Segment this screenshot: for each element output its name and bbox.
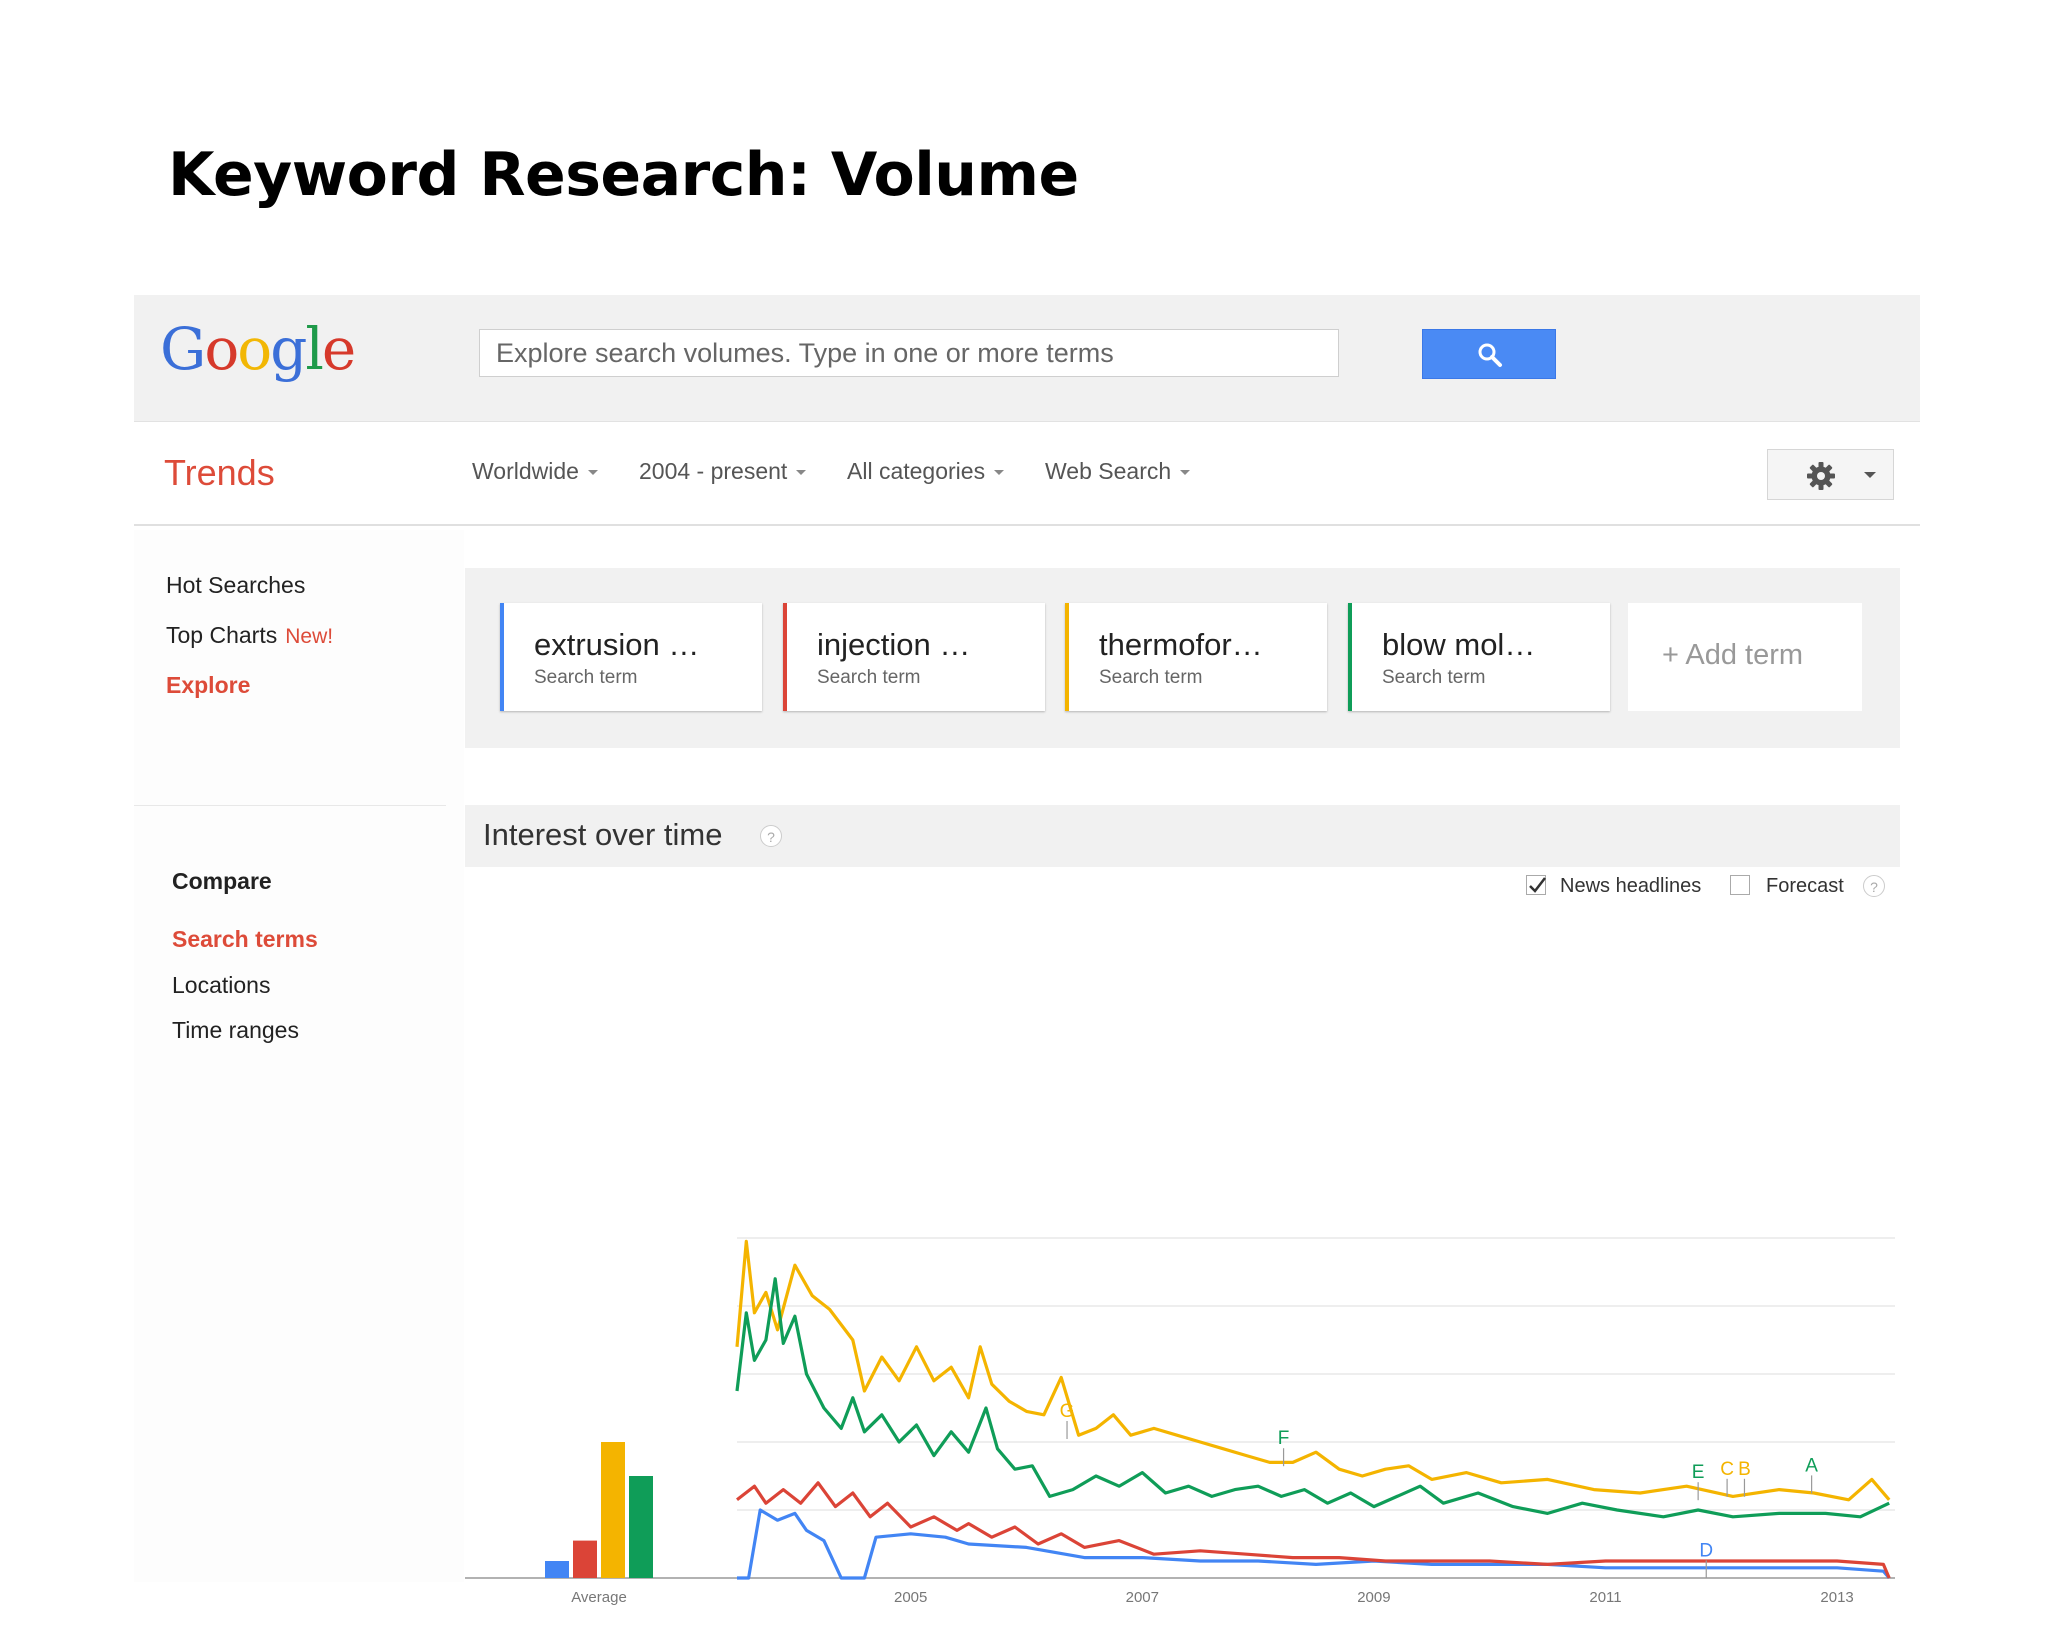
checkmark-icon [1529, 877, 1546, 893]
chevron-down-icon [1864, 472, 1876, 478]
interest-over-time-header: Interest over time ? [465, 805, 1900, 867]
filter-category-label: All categories [847, 458, 986, 484]
settings-button[interactable] [1767, 449, 1894, 500]
sidebar-item-top-charts[interactable]: Top Charts New! [166, 622, 333, 649]
sidebar-item-hot-searches[interactable]: Hot Searches [166, 572, 306, 598]
google-trends-app: Google Trends Worldwide 2004 - present A… [134, 295, 1920, 1606]
trends-brand[interactable]: Trends [164, 452, 275, 493]
x-tick-label: 2009 [1357, 1589, 1390, 1606]
forecast-checkbox[interactable] [1730, 875, 1750, 895]
search-input[interactable] [479, 329, 1339, 377]
term-subtitle: Search term [817, 667, 921, 688]
sidebar-item-top-charts-label: Top Charts [166, 622, 278, 648]
sidebar-item-search-terms[interactable]: Search terms [172, 926, 318, 952]
term-card[interactable]: extrusion … Search term [500, 603, 762, 711]
interest-over-time-title: Interest over time [483, 817, 723, 852]
logo-letter: l [305, 315, 324, 383]
sidebar: Hot Searches Top Charts New! Explore Comp… [134, 530, 464, 1582]
logo-letter: e [321, 315, 356, 383]
term-name: thermofor… [1099, 627, 1263, 662]
x-tick-label: 2013 [1820, 1589, 1853, 1606]
filter-time-range-label: 2004 - present [639, 458, 788, 484]
top-bar: Google [134, 295, 1920, 422]
chevron-down-icon [587, 470, 598, 476]
logo-letter: g [270, 315, 307, 383]
news-headlines-checkbox[interactable] [1526, 875, 1546, 895]
interest-chart: Average 2005 2007 2009 2011 2013 G F E C B A D [465, 1237, 1895, 1606]
term-subtitle: Search term [1099, 667, 1203, 688]
search-icon [1478, 343, 1502, 367]
term-card[interactable]: blow mol… Search term [1348, 603, 1610, 711]
filter-region[interactable]: Worldwide [472, 458, 598, 485]
annotation-label: G [1060, 1401, 1075, 1422]
term-subtitle: Search term [1382, 667, 1486, 688]
series-line [736, 1481, 1891, 1579]
average-bar [573, 1540, 597, 1578]
slide-title: Keyword Research: Volume [168, 140, 1079, 210]
new-badge: New! [285, 625, 334, 648]
add-term-label: + Add term [1662, 639, 1804, 671]
logo-letter: G [160, 315, 206, 383]
term-card[interactable]: injection … Search term [783, 603, 1045, 711]
average-bar [545, 1561, 569, 1578]
series-line [737, 1508, 1891, 1580]
search-button[interactable] [1422, 329, 1556, 379]
term-name: extrusion … [534, 627, 700, 662]
x-tick-label: 2007 [1126, 1589, 1159, 1606]
term-card[interactable]: thermofor… Search term [1065, 603, 1327, 711]
filter-search-type-label: Web Search [1045, 458, 1172, 484]
annotation-label: F [1278, 1428, 1290, 1449]
term-subtitle: Search term [534, 667, 638, 688]
series-line [735, 1277, 1890, 1519]
nav-bar: Trends Worldwide 2004 - present All cate… [134, 422, 1920, 526]
filter-category[interactable]: All categories [847, 458, 1005, 485]
filter-region-label: Worldwide [472, 458, 579, 484]
filter-search-type[interactable]: Web Search [1045, 458, 1191, 485]
annotation-label: B [1738, 1459, 1751, 1480]
help-icon[interactable]: ? [760, 825, 782, 847]
chevron-down-icon [1180, 470, 1191, 476]
x-tick-label: 2005 [894, 1589, 927, 1606]
series-line [735, 1239, 1891, 1502]
chevron-down-icon [994, 470, 1005, 476]
help-icon[interactable]: ? [1863, 875, 1885, 897]
logo-letter: o [237, 315, 272, 383]
sidebar-item-time-ranges[interactable]: Time ranges [172, 1017, 299, 1043]
x-tick-label: 2011 [1589, 1589, 1621, 1606]
gear-icon [1807, 462, 1835, 490]
compare-heading: Compare [172, 868, 272, 894]
add-term-button[interactable]: + Add term [1628, 603, 1862, 711]
filter-time-range[interactable]: 2004 - present [639, 458, 807, 485]
average-bar [629, 1476, 653, 1578]
sidebar-item-explore[interactable]: Explore [166, 672, 251, 698]
annotation-label: A [1805, 1455, 1818, 1476]
google-logo[interactable]: Google [160, 315, 356, 383]
news-headlines-label: News headlines [1560, 875, 1702, 897]
term-name: blow mol… [1382, 627, 1536, 662]
forecast-label: Forecast [1766, 875, 1844, 897]
average-bar [601, 1442, 625, 1578]
annotation-label: E [1692, 1462, 1705, 1483]
search-terms-panel: extrusion … Search term injection … Sear… [465, 568, 1900, 748]
annotation-label: D [1699, 1540, 1713, 1561]
average-label: Average [571, 1589, 627, 1606]
sidebar-item-locations[interactable]: Locations [172, 972, 271, 998]
term-name: injection … [817, 627, 971, 662]
sidebar-divider [134, 805, 446, 806]
annotation-label: C [1720, 1459, 1734, 1480]
chevron-down-icon [796, 470, 807, 476]
logo-letter: o [204, 315, 239, 383]
